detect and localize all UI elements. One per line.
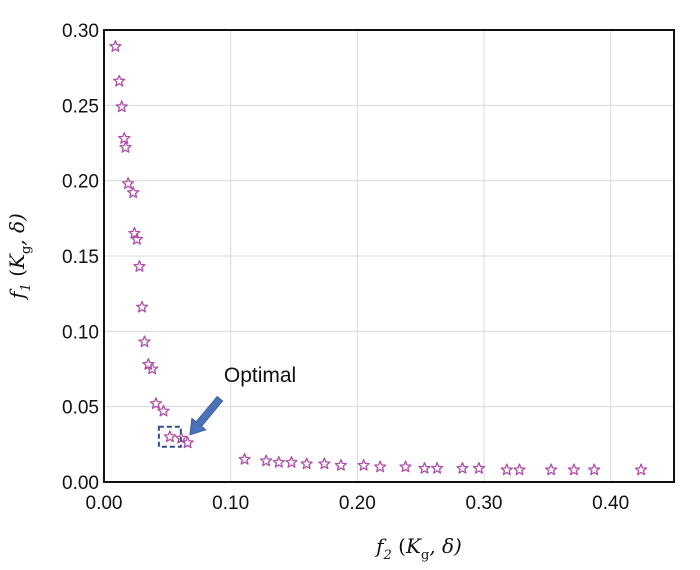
star-marker [128,226,141,239]
grid [104,30,674,482]
y-tick-label: 0.10 [62,322,99,343]
star-marker [135,300,149,313]
y-tick-label: 0.25 [62,96,99,117]
star-marker [138,335,151,348]
optimal-arrow-icon [189,395,224,436]
y-tick-label: 0.00 [62,473,99,494]
plot-area [103,29,675,483]
x-tick-label: 0.40 [592,493,629,514]
annotation: Optimal [157,364,296,448]
star-marker [115,100,128,113]
optimal-highlight-box [157,425,182,448]
y-tick-label: 0.15 [62,247,99,268]
star-marker [472,461,486,474]
star-marker [318,457,331,470]
star-marker [163,430,177,443]
star-marker [133,260,146,272]
star-marker [357,458,370,471]
x-tick-label: 0.20 [339,493,376,514]
x-tick-label: 0.00 [86,493,123,514]
star-marker [430,461,444,474]
x-tick-label: 0.10 [212,493,249,514]
star-marker [238,452,251,465]
star-marker [513,463,526,476]
star-marker [634,463,648,476]
star-marker [149,397,163,410]
star-marker [119,141,132,153]
star-marker [418,461,431,474]
data-points [109,40,648,476]
star-marker [113,74,126,87]
star-marker [121,177,135,190]
star-marker [567,463,581,476]
y-tick-label: 0.05 [62,398,99,419]
star-marker [334,458,348,471]
star-marker [588,463,601,476]
star-marker [181,436,194,449]
star-marker [373,460,387,473]
star-marker [157,404,170,417]
star-marker [500,463,513,476]
star-marker [145,362,159,375]
star-marker [259,454,273,467]
x-tick-label: 0.30 [466,493,503,514]
star-marker [118,132,131,144]
star-marker [109,40,122,52]
star-marker [272,455,285,468]
y-tick-label: 0.20 [62,172,99,193]
star-marker [285,455,298,468]
y-axis-title: f1 (Kg, δ) [5,213,34,301]
x-axis-title: f2 (Kg, δ) [374,534,462,563]
y-tick-label: 0.30 [62,21,99,42]
star-marker [544,463,558,476]
optimal-label: Optimal [224,364,296,387]
axis-ticks: 0.00 0.10 0.20 0.30 0.40 0.00 0.05 0.10 0.15 0.20… [62,21,629,514]
star-marker [126,186,140,199]
star-marker [300,457,313,470]
star-marker [399,460,412,473]
star-marker [456,461,469,474]
star-marker [130,232,144,245]
